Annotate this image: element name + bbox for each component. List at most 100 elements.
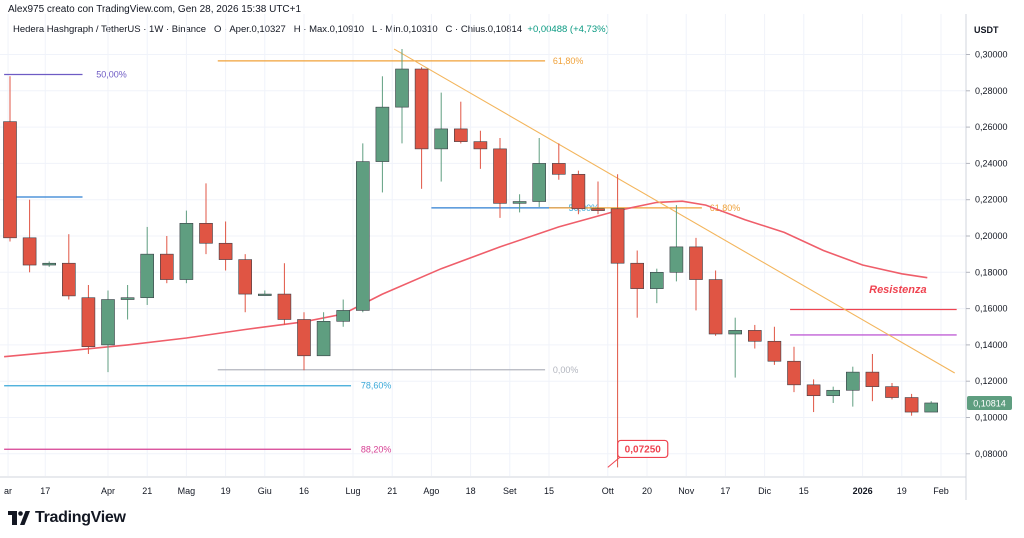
price-tick-label: 0,24000 [975, 158, 1008, 168]
trendline-layer [393, 48, 955, 374]
candle [81, 285, 96, 354]
candle-body [277, 293, 292, 320]
candle-body [395, 68, 409, 108]
candle [179, 210, 194, 284]
candle [845, 366, 860, 407]
candle-body [728, 330, 743, 335]
candle-body [81, 297, 96, 348]
last-price-label: 0,10814 [973, 398, 1006, 408]
tradingview-logo-icon [8, 511, 30, 525]
candle-body [845, 371, 860, 391]
candle [316, 312, 331, 357]
candle-body [375, 106, 390, 162]
time-tick-label: Lug [345, 486, 360, 496]
candle-body [61, 262, 76, 297]
price-tick-label: 0,14000 [975, 340, 1008, 350]
candle [532, 137, 547, 207]
time-tick-label: Set [503, 486, 517, 496]
chart-credit: Alex975 creato con TradingView.com, Gen … [8, 4, 302, 15]
price-tick-label: 0,16000 [975, 304, 1008, 314]
candle [101, 290, 115, 373]
candle-body [257, 293, 272, 296]
candle-body [610, 208, 625, 264]
candle-body [649, 271, 664, 289]
candle-body [160, 253, 174, 280]
time-tick-label: 20 [642, 486, 652, 496]
candle [591, 181, 605, 215]
time-tick-label: 21 [142, 486, 152, 496]
candle [551, 143, 566, 180]
candle [924, 401, 939, 413]
candle [728, 317, 743, 378]
fib-level-label: 78,60% [361, 381, 392, 391]
time-tick-label: 17 [40, 486, 50, 496]
candle-body [297, 319, 311, 357]
candle-body [238, 259, 252, 295]
low-callout-label: 0,07250 [625, 444, 662, 455]
candle [257, 290, 272, 296]
candle-body [571, 173, 586, 210]
legend-change: +0,00488 (+4,73%) [527, 24, 609, 35]
candle [277, 263, 292, 325]
candle-body [630, 262, 645, 289]
candle [669, 205, 684, 282]
candle-body [22, 237, 37, 266]
candle-body [551, 163, 566, 175]
tradingview-logo[interactable]: TradingView [8, 509, 126, 527]
annotations: Resistenza 0,07250 [607, 284, 927, 468]
candle [689, 237, 703, 311]
candle [395, 49, 409, 144]
fib-level-label: 88,20% [361, 444, 392, 454]
candle [610, 174, 625, 468]
candle [61, 234, 76, 300]
candle-body [532, 163, 547, 202]
candle [3, 76, 17, 242]
candle-body [42, 262, 57, 266]
low-callout-box [617, 439, 669, 459]
candle [22, 199, 37, 273]
legend-symbol: Hedera Hashgraph / TetherUS · 1W · Binan… [13, 24, 207, 35]
time-tick-label: ar [4, 486, 12, 496]
candle-body [689, 246, 703, 280]
candle [747, 324, 762, 349]
candle [571, 170, 586, 215]
candle-body [179, 222, 194, 280]
legend-open: O · Aper.0,10327 [214, 24, 286, 35]
currency-label: USDT [974, 25, 999, 35]
moving-average-layer [4, 200, 928, 358]
time-tick-label: Apr [101, 486, 115, 496]
price-tick-label: 0,10000 [975, 413, 1008, 423]
time-tick-label: Ago [423, 486, 439, 496]
candle-body [414, 68, 429, 150]
candle-body [434, 128, 449, 150]
candle [787, 346, 801, 393]
candle-body [885, 386, 899, 398]
trendline [393, 48, 955, 374]
time-tick-label: 16 [299, 486, 309, 496]
price-tick-label: 0,18000 [975, 267, 1008, 277]
candle-body [453, 128, 468, 142]
candle-body [512, 201, 527, 204]
candle [355, 143, 370, 313]
candle [885, 383, 899, 400]
resistance-annotation: Resistenza [869, 284, 926, 296]
candle [42, 261, 57, 267]
time-tick-label: 17 [720, 486, 730, 496]
candle-body [904, 397, 919, 413]
price-tick-label: 0,30000 [975, 50, 1008, 60]
candle [199, 183, 213, 255]
candle [375, 76, 390, 193]
fib-levels: 50,00%61,80%50,00%61,80%0,00%78,60%88,20… [4, 56, 957, 454]
candle [649, 268, 664, 304]
candle [434, 92, 449, 182]
candle [218, 221, 233, 271]
candle-body [140, 253, 154, 299]
low-callout-pointer [607, 457, 621, 468]
candle-body [3, 121, 17, 239]
time-tick-label: Ott [602, 486, 615, 496]
candle [336, 299, 351, 327]
price-tick-label: 0,22000 [975, 195, 1008, 205]
moving-average-line [4, 200, 928, 358]
fib-level-label: 50,00% [96, 69, 127, 79]
